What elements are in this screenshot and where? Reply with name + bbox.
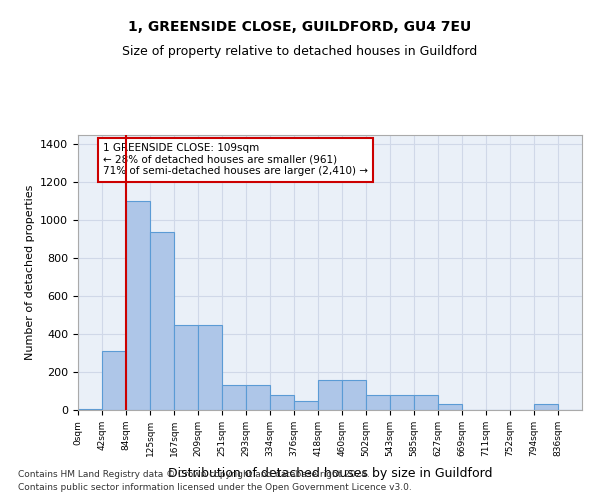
Text: Contains HM Land Registry data © Crown copyright and database right 2024.: Contains HM Land Registry data © Crown c…	[18, 470, 370, 479]
Bar	[222, 386, 246, 410]
Bar	[414, 395, 438, 410]
Bar	[270, 395, 294, 410]
Bar	[150, 232, 174, 410]
Bar	[198, 324, 222, 410]
Bar	[126, 202, 150, 410]
Text: 1 GREENSIDE CLOSE: 109sqm
← 28% of detached houses are smaller (961)
71% of semi: 1 GREENSIDE CLOSE: 109sqm ← 28% of detac…	[103, 143, 368, 176]
Bar	[246, 386, 270, 410]
Bar	[366, 395, 390, 410]
Bar	[102, 351, 126, 410]
Text: 1, GREENSIDE CLOSE, GUILDFORD, GU4 7EU: 1, GREENSIDE CLOSE, GUILDFORD, GU4 7EU	[128, 20, 472, 34]
Text: Size of property relative to detached houses in Guildford: Size of property relative to detached ho…	[122, 45, 478, 58]
Bar	[438, 404, 462, 410]
Bar	[390, 395, 414, 410]
Text: Contains public sector information licensed under the Open Government Licence v3: Contains public sector information licen…	[18, 482, 412, 492]
Bar	[534, 404, 558, 410]
Bar	[342, 380, 366, 410]
Bar	[318, 380, 342, 410]
Bar	[174, 324, 198, 410]
X-axis label: Distribution of detached houses by size in Guildford: Distribution of detached houses by size …	[168, 467, 492, 480]
Y-axis label: Number of detached properties: Number of detached properties	[25, 185, 35, 360]
Bar	[294, 400, 318, 410]
Bar	[78, 409, 102, 410]
